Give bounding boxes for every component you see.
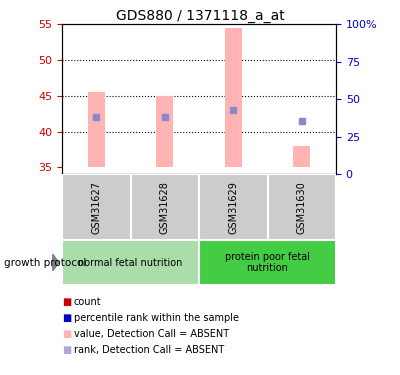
Bar	[199, 174, 268, 240]
Text: ■: ■	[62, 345, 71, 355]
Bar	[225, 28, 242, 167]
Text: normal fetal nutrition: normal fetal nutrition	[78, 258, 183, 267]
Text: percentile rank within the sample: percentile rank within the sample	[74, 313, 239, 323]
Text: GDS880 / 1371118_a_at: GDS880 / 1371118_a_at	[116, 9, 284, 23]
Text: count: count	[74, 297, 102, 307]
Bar	[88, 92, 105, 167]
Bar	[199, 240, 336, 285]
Text: growth protocol: growth protocol	[4, 258, 86, 267]
Bar	[293, 146, 310, 167]
Text: value, Detection Call = ABSENT: value, Detection Call = ABSENT	[74, 329, 229, 339]
Text: ■: ■	[62, 329, 71, 339]
Text: GSM31628: GSM31628	[160, 181, 170, 234]
Text: GSM31630: GSM31630	[297, 181, 307, 234]
Bar	[62, 240, 199, 285]
Text: GSM31627: GSM31627	[91, 181, 101, 234]
Polygon shape	[53, 254, 59, 271]
Bar	[62, 174, 130, 240]
Text: ■: ■	[62, 297, 71, 307]
Text: ■: ■	[62, 313, 71, 323]
Bar	[268, 174, 336, 240]
Bar	[156, 96, 173, 167]
Text: rank, Detection Call = ABSENT: rank, Detection Call = ABSENT	[74, 345, 224, 355]
Text: GSM31629: GSM31629	[228, 181, 238, 234]
Text: protein poor fetal
nutrition: protein poor fetal nutrition	[225, 252, 310, 273]
Bar	[130, 174, 199, 240]
